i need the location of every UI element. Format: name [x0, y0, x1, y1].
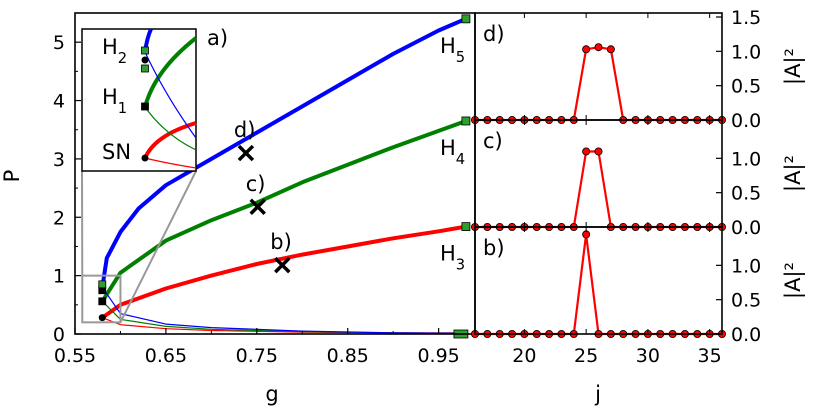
endpoint-label-2: H3 — [440, 242, 465, 274]
zoom-box — [81, 274, 122, 324]
y-tick-label-5: 5 — [53, 32, 65, 54]
profile-line-2 — [475, 233, 722, 336]
profile-frame-1 — [474, 119, 723, 228]
inset-blue-lower — [144, 51, 197, 139]
profile-y-axis-label-1: |A|² — [781, 155, 806, 192]
series-3-lower-line — [101, 300, 466, 334]
inset-label-h1: H1 — [102, 85, 127, 117]
state-marker-0 — [237, 144, 255, 162]
profile-line-1 — [475, 150, 722, 229]
state-marker-label-2: b) — [270, 230, 292, 254]
endpoint-marker-1 — [461, 116, 471, 126]
profile-y-label-1-1: 0.5 — [731, 183, 761, 205]
x-tick-label-3: 0.85 — [327, 345, 369, 367]
inset-label-sn: SN — [102, 140, 131, 164]
inset-label-h2: H2 — [102, 35, 127, 67]
inset-marker-sn — [141, 154, 149, 162]
inset-marker-mid — [141, 56, 149, 64]
panel-label-a: a) — [207, 26, 228, 50]
profile-panel-2: 0.0 0.5 1.0 b) |A|² — [470, 226, 806, 346]
profile-panel-label-0: d) — [483, 22, 505, 46]
profile-point-1-9 — [582, 147, 591, 156]
inset-red-lower — [144, 157, 197, 169]
profile-panels: 0.0 0.5 1.0 1.5 d) |A|² 0.0 0.5 1.0 c) |A|² 0.0 0.5 1… — [470, 7, 806, 406]
x-axis-label: g — [265, 382, 278, 406]
inset-marker-h2 — [141, 46, 149, 55]
profile-x-axis-label: j — [594, 382, 601, 406]
profile-y-label-1-0: 0.0 — [731, 217, 761, 239]
series-4-upper-line — [100, 16, 467, 288]
y-tick-label-2: 2 — [53, 207, 65, 229]
x-tick-label-4: 0.95 — [417, 345, 459, 367]
profile-panel-0: 0.0 0.5 1.0 1.5 d) |A|² — [470, 7, 806, 132]
series-2-upper-line — [100, 119, 467, 303]
y-tick-label-3: 3 — [53, 149, 65, 171]
profile-y-label-2-2: 1.0 — [731, 255, 761, 277]
series-0-upper-line — [101, 224, 467, 320]
x-tick-label-0: 0.55 — [54, 345, 96, 367]
profile-point-1-10 — [594, 147, 603, 156]
series-5-lower-line — [101, 286, 466, 334]
profile-point-0-9 — [582, 45, 591, 54]
profile-y-label-0-0: 0.0 — [731, 110, 761, 132]
bifurcation-panel: d) c) b) H5 H4 H3 H2 H1 SN 0.55 0.65 0.75 0.85 0.95 0 1… — [0, 12, 476, 406]
x-tick-label-1: 0.65 — [145, 345, 187, 367]
profile-y-label-0-1: 0.5 — [731, 76, 761, 98]
profile-y-axis-label-0: |A|² — [781, 48, 806, 85]
state-marker-label-1: c) — [246, 172, 266, 196]
profile-x-tick-label-2: 30 — [636, 345, 660, 367]
profile-y-label-0-2: 1.0 — [731, 41, 761, 63]
profile-panel-label-2: b) — [483, 236, 505, 260]
zoom-connector-right — [119, 170, 197, 323]
endpoint-label-1: H4 — [440, 136, 465, 168]
fold-point-1 — [98, 297, 107, 306]
profile-panel-label-1: c) — [483, 129, 503, 153]
profile-x-tick-label-3: 35 — [698, 345, 722, 367]
profile-panel-1: 0.0 0.5 1.0 c) |A|² — [470, 119, 806, 239]
state-marker-2 — [274, 256, 291, 274]
inset-green-upper — [143, 36, 198, 108]
y-tick-label-1: 1 — [53, 266, 65, 288]
y-tick-label-0: 0 — [53, 324, 65, 346]
profile-y-label-1-2: 1.0 — [731, 148, 761, 170]
inset-green-lower — [144, 106, 197, 151]
endpoint-marker-2 — [461, 222, 471, 232]
inset-red-upper — [143, 121, 197, 159]
fold-point-3 — [98, 280, 107, 289]
y-axis-label: P — [0, 170, 24, 183]
profile-point-0-10 — [594, 43, 603, 52]
profile-y-axis-label-2: |A|² — [781, 262, 806, 299]
state-marker-1 — [249, 198, 266, 216]
state-marker-label-0: d) — [234, 118, 256, 142]
profile-y-label-0-3: 1.5 — [731, 7, 761, 29]
profile-point-0-11 — [606, 45, 615, 54]
profile-line-0 — [475, 46, 722, 122]
profile-y-label-2-0: 0.0 — [731, 324, 761, 346]
profile-x-tick-label-0: 20 — [512, 345, 536, 367]
fold-point-0 — [98, 314, 106, 322]
inset-marker-h1 — [141, 102, 149, 111]
profile-frame-2 — [474, 226, 723, 335]
y-tick-label-4: 4 — [53, 91, 65, 113]
endpoint-marker-0 — [461, 14, 471, 24]
inset-marker-upper — [141, 64, 149, 73]
endpoint-label-0: H5 — [440, 34, 465, 66]
profile-frame-0 — [474, 12, 723, 121]
profile-x-tick-label-1: 25 — [574, 345, 598, 367]
x-tick-label-2: 0.75 — [236, 345, 278, 367]
profile-y-label-2-1: 0.5 — [731, 290, 761, 312]
